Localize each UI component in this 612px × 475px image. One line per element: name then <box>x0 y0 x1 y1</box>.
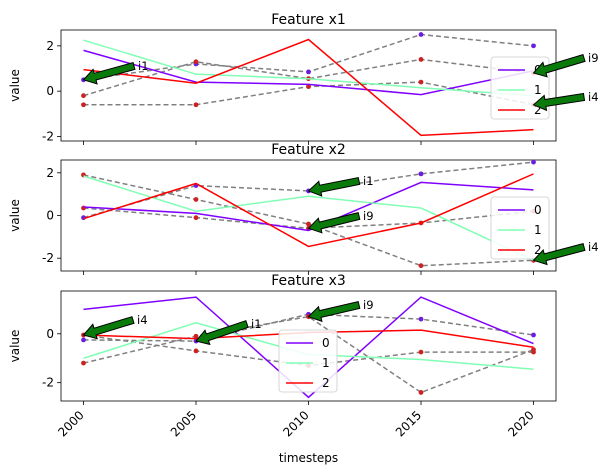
chart-title: Feature x1 <box>271 12 346 28</box>
series-line-1 <box>83 175 534 262</box>
reference-line-i4 <box>83 174 534 267</box>
series-line-2 <box>83 38 534 137</box>
legend-entry: 2 <box>322 376 330 390</box>
annotation-label: i9 <box>363 298 374 312</box>
annotation-arrow <box>532 92 586 112</box>
annotation-arrow <box>307 301 361 323</box>
annotation-label: i9 <box>588 51 599 65</box>
y-axis-label: value <box>8 199 22 232</box>
y-tick-label: -2 <box>42 376 54 390</box>
x-tick-label: 2010 <box>280 408 311 439</box>
reference-point <box>531 347 536 353</box>
annotation-arrow <box>195 320 249 346</box>
annotation-label: i1 <box>363 174 374 188</box>
y-axis-label: value <box>8 330 22 363</box>
y-tick-label: 0 <box>46 327 54 341</box>
y-axis-label: value <box>8 69 22 102</box>
annotation-arrow <box>82 316 135 340</box>
reference-point <box>193 59 199 65</box>
chart-panel-2: Feature x2 value -2 0 2 0 1 2 i1 i9 i4 <box>8 142 599 275</box>
y-tick-label: 2 <box>46 39 54 53</box>
reference-point <box>306 221 311 227</box>
annotation-label: i1 <box>251 317 262 331</box>
reference-point <box>418 171 424 177</box>
y-tick-label: -2 <box>42 251 54 265</box>
annotation-arrow <box>532 242 586 266</box>
reference-point <box>418 79 424 85</box>
reference-point <box>531 43 536 49</box>
y-tick-label: 0 <box>46 84 54 98</box>
reference-point <box>531 332 536 338</box>
annotation-label: i4 <box>137 313 148 327</box>
legend-entry: 2 <box>534 103 542 117</box>
annotation-label: i4 <box>588 90 599 104</box>
reference-point <box>81 102 86 108</box>
legend-box <box>278 329 338 393</box>
legend-entry: 1 <box>534 223 542 237</box>
reference-point <box>81 360 86 366</box>
plot-frame <box>60 159 557 272</box>
series-line-0 <box>83 49 534 96</box>
annotation-label: i4 <box>588 240 599 254</box>
reference-point <box>193 197 199 202</box>
y-tick-label: 2 <box>46 166 54 180</box>
legend-entry: 1 <box>534 83 542 97</box>
reference-point <box>81 93 86 99</box>
legend: 0 1 2 <box>490 196 550 260</box>
reference-point <box>306 69 311 75</box>
legend-entry: 1 <box>322 356 330 370</box>
reference-point <box>418 349 424 355</box>
x-axis-label: timesteps <box>279 451 338 465</box>
legend-entry: 0 <box>322 336 330 350</box>
series-line-1 <box>83 39 534 97</box>
reference-point <box>306 84 311 90</box>
legend-box <box>490 196 550 260</box>
reference-point <box>418 316 424 322</box>
legend-entry: 0 <box>534 203 542 217</box>
reference-point <box>418 390 424 395</box>
series-line-0 <box>83 181 534 232</box>
x-tick-label: 2005 <box>168 408 199 439</box>
reference-point <box>418 57 424 62</box>
chart-panel-3: Feature x3 value -2 0 2000 2005 2010 2015 2020 ti… <box>8 273 557 465</box>
y-tick-label: 0 <box>46 209 54 223</box>
chart-title: Feature x2 <box>271 142 346 158</box>
annotation-arrow <box>307 177 361 197</box>
chart-title: Feature x3 <box>271 273 346 289</box>
x-tick-label: 2000 <box>55 408 86 439</box>
y-tick-label: -2 <box>42 129 54 143</box>
reference-point <box>193 333 199 339</box>
reference-point <box>193 348 199 354</box>
x-tick-label: 2015 <box>393 408 424 439</box>
reference-point <box>81 337 86 343</box>
series-line-0 <box>83 296 534 399</box>
annotation-arrow <box>82 61 136 85</box>
reference-point <box>531 159 536 165</box>
legend: 0 1 2 <box>278 329 338 393</box>
reference-point <box>418 32 424 37</box>
annotation-label: i9 <box>363 209 374 223</box>
annotation-label: i1 <box>138 59 149 73</box>
series-line-2 <box>83 173 534 248</box>
annotation-arrow <box>532 53 586 78</box>
reference-point <box>193 215 199 221</box>
reference-point <box>193 102 199 108</box>
legend-entry: 2 <box>534 243 542 257</box>
annotation-arrow <box>307 211 361 234</box>
x-tick-label: 2020 <box>505 408 536 439</box>
reference-point <box>418 263 424 269</box>
